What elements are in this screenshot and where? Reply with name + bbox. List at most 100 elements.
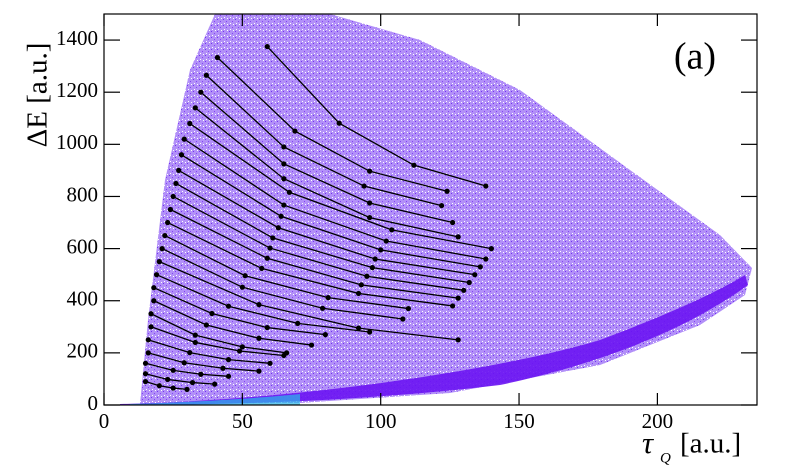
track-point [242,273,248,279]
track-line [164,234,409,310]
track-point [355,325,362,331]
track-point [286,189,292,195]
track-point [259,265,265,272]
track-point [212,381,218,387]
track-line [161,248,403,320]
y-tick-label: 1000 [56,130,98,154]
track-point [203,72,209,78]
track-point [176,167,182,173]
track-point [159,246,165,252]
track-point [170,367,176,373]
track-point [361,183,367,189]
track-line [181,154,481,268]
track-point [295,320,301,327]
track-point [162,232,168,239]
track-point [472,272,478,278]
track-line [194,107,459,238]
y-tick-label: 400 [67,287,99,311]
y-tick-label: 1400 [56,26,98,50]
track-point [450,303,456,309]
track-point [372,256,378,262]
track-line [216,57,448,192]
x-axis-unit: [a.u.] [680,428,741,460]
track-point [292,128,298,134]
track-point [151,285,157,291]
track-point [239,284,245,290]
track-line [148,339,271,364]
track-point [405,305,411,312]
track-line [183,138,486,260]
track-point [264,324,270,331]
track-line [153,287,326,336]
track-point [264,255,270,261]
track-point [170,385,176,391]
track-line [172,195,464,291]
track-line [159,261,459,341]
track-point [483,256,489,262]
track-point [225,373,232,379]
track-line [170,208,459,299]
y-tick-label: 800 [67,182,99,206]
track-point [167,206,174,213]
track-point [192,332,198,338]
track-line [167,221,453,307]
track-point [256,335,262,341]
track-point [239,344,245,350]
track-point [275,225,281,231]
track-point [220,365,226,371]
track-point [170,193,176,200]
track-line [205,74,442,207]
track-point [281,161,287,167]
track-point [148,311,154,317]
track-point [455,295,461,301]
track-point [367,200,373,206]
panel-label: (a) [674,36,716,78]
track-point [358,282,364,288]
track-line [145,380,188,391]
y-axis-label: ΔE [a.u.] [22,43,54,148]
track-point [400,316,406,322]
track-line [150,313,287,354]
track-point [367,168,373,174]
track-point [488,246,494,252]
track-point [367,329,373,335]
track-point [142,360,149,366]
y-tick-label: 200 [67,339,99,363]
track-point [369,265,375,271]
track-point [142,378,149,385]
track-point [477,264,483,270]
track-point [270,235,276,241]
track-point [181,136,187,142]
density-cloud [120,14,752,405]
track-point [322,332,328,338]
track-point [178,152,185,158]
x-tick-label: 100 [365,409,397,433]
track-point [389,227,395,233]
track-point [319,305,326,311]
track-point [278,213,284,219]
y-tick-label: 1200 [56,78,98,102]
track-point [203,322,209,328]
track-point [383,238,389,244]
plot-frame [103,13,758,406]
track-point [281,144,287,150]
track-point [187,120,193,127]
y-tick-label: 600 [67,234,99,258]
track-point [281,352,287,359]
track-point [444,188,450,194]
track-point [145,350,151,356]
track-point [281,202,287,208]
track-point [281,176,287,182]
y-tick-label: 0 [88,391,99,415]
track-point [308,342,315,348]
track-point [438,202,445,209]
track-point [264,43,270,50]
track-point [256,302,262,308]
track-point [355,290,362,297]
track-point [364,273,370,279]
track-point [192,339,198,346]
track-point [256,368,262,374]
x-tick-label: 150 [503,409,535,433]
